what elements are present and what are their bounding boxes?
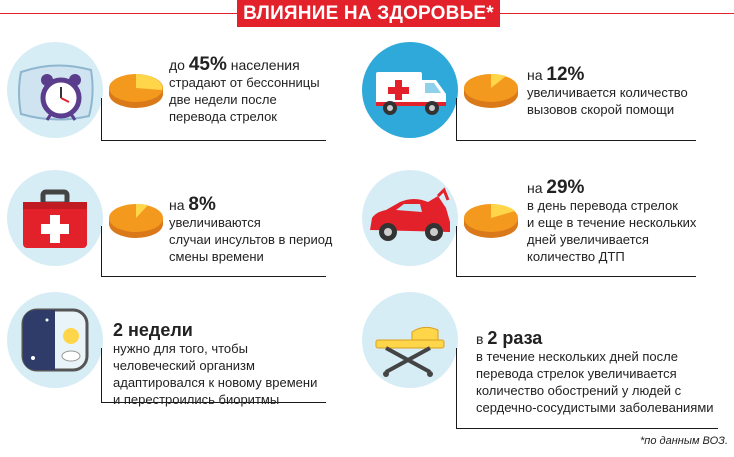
- stat-text: до 45% населения страдают от бессонницы д…: [169, 54, 320, 124]
- page-title: ВЛИЯНИЕ НА ЗДОРОВЬЕ*: [237, 0, 500, 27]
- title-rule-left: [0, 13, 237, 14]
- day-night-icon: [7, 292, 103, 388]
- pie-chart-icon: [109, 203, 163, 238]
- pie-chart-icon: [109, 74, 163, 108]
- alarm-clock-pillow-icon: [7, 42, 103, 138]
- footnote: *по данным ВОЗ.: [640, 435, 728, 447]
- title-rule-right: [500, 13, 734, 14]
- crashed-car-icon: [362, 170, 458, 266]
- stretcher-icon: [362, 292, 458, 388]
- stat-text: 2 недели нужно для того, чтобы человеческ…: [113, 320, 318, 407]
- stat-text: на 12% увеличивается количество вызовов с…: [527, 64, 688, 117]
- first-aid-kit-icon: [7, 170, 103, 266]
- pie-chart-icon: [464, 203, 518, 238]
- stat-text: в 2 раза в течение нескольких дней после…: [476, 328, 714, 415]
- stat-text: на 8% увеличиваются случаи инсультов в пе…: [169, 194, 333, 264]
- pie-chart-icon: [464, 73, 518, 108]
- stat-text: на 29% в день перевода стрелок и еще в те…: [527, 177, 697, 264]
- ambulance-icon: [362, 42, 458, 138]
